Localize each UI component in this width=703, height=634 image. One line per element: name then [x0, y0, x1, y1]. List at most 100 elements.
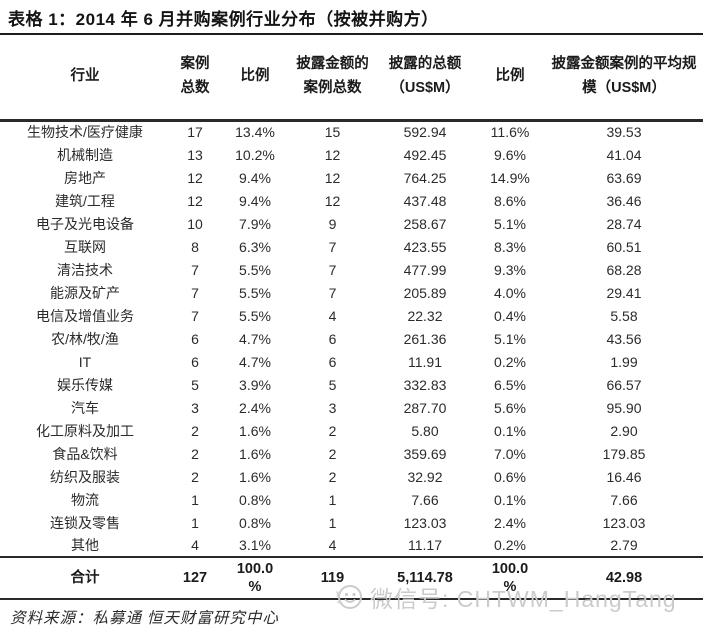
industry-cell: 其他 — [71, 537, 99, 553]
table-body: 生物技术/医疗健康 17 13.4% 15 592.94 11.6% 39.53 机械制造 13… — [0, 120, 703, 557]
table-header: 行业 案例总数 比例 披露金额的案例总数 披露的总额（US$M） 比例 披露金额… — [0, 35, 703, 122]
disclosed-case-count-cell: 5 — [328, 376, 337, 393]
table-footer: 合计 127 100.0 % 119 5,114.78 100.0 % 42.9… — [0, 556, 703, 600]
disclosed-ratio-cell: 7.0% — [494, 445, 526, 462]
case-count-cell: 10 — [187, 215, 203, 232]
industry-cell: 化工原料及加工 — [36, 422, 134, 439]
industry-cell: IT — [78, 353, 92, 370]
ratio-cell: 13.4% — [235, 124, 275, 141]
disclosed-case-count-cell: 6 — [328, 330, 337, 347]
disclosed-case-count-cell: 6 — [328, 353, 337, 370]
disclosed-ratio-cell: 11.6% — [490, 124, 530, 141]
disclosed-total-cell: 32.92 — [407, 468, 443, 485]
disclosed-case-count-cell: 7 — [328, 261, 337, 278]
industry-cell: 娱乐传媒 — [57, 376, 113, 393]
table-row: 化工原料及加工 2 1.6% 2 5.80 0.1% 2.90 — [0, 419, 703, 442]
table-row: 娱乐传媒 5 3.9% 5 332.83 6.5% 66.57 — [0, 373, 703, 396]
header-case-count: 案例总数 — [170, 35, 220, 122]
avg-size-cell: 7.66 — [610, 491, 638, 508]
avg-size-cell: 95.90 — [606, 399, 642, 416]
ratio-cell: 5.5% — [239, 261, 271, 278]
total-disclosed-ratio: 100.0 % — [475, 556, 545, 600]
avg-size-cell: 66.57 — [606, 376, 642, 393]
table-row: 互联网 8 6.3% 7 423.55 8.3% 60.51 — [0, 235, 703, 258]
disclosed-case-count-cell: 4 — [328, 307, 337, 324]
disclosed-total-cell: 287.70 — [403, 399, 447, 416]
disclosed-ratio-cell: 0.1% — [494, 491, 526, 508]
industry-cell: 能源及矿产 — [50, 284, 120, 301]
case-count-cell: 1 — [191, 491, 199, 508]
disclosed-ratio-cell: 5.1% — [494, 330, 526, 347]
ratio-cell: 9.4% — [239, 192, 271, 209]
table-row: 纺织及服装 2 1.6% 2 32.92 0.6% 16.46 — [0, 465, 703, 488]
avg-size-cell: 1.99 — [610, 353, 638, 370]
avg-size-cell: 63.69 — [606, 169, 642, 186]
industry-cell: 建筑/工程 — [55, 192, 115, 209]
disclosed-total-cell: 22.32 — [407, 307, 443, 324]
disclosed-ratio-cell: 2.4% — [494, 514, 526, 531]
case-count-cell: 6 — [191, 330, 199, 347]
disclosed-total-cell: 332.83 — [403, 376, 447, 393]
disclosed-ratio-cell: 6.5% — [494, 376, 526, 393]
disclosed-total-cell: 5.80 — [411, 422, 439, 439]
disclosed-total-cell: 592.94 — [403, 124, 447, 141]
header-ratio: 比例 — [220, 35, 290, 122]
disclosed-case-count-cell: 2 — [328, 468, 337, 485]
industry-cell: 生物技术/医疗健康 — [27, 124, 143, 141]
industry-cell: 电信及增值业务 — [36, 307, 134, 324]
disclosed-ratio-cell: 4.0% — [494, 284, 526, 301]
ratio-cell: 3.1% — [239, 537, 271, 553]
disclosed-ratio-cell: 8.6% — [494, 192, 526, 209]
total-avg-size: 42.98 — [545, 556, 703, 600]
ratio-cell: 6.3% — [239, 238, 271, 255]
ratio-cell: 0.8% — [239, 491, 271, 508]
disclosed-ratio-cell: 9.3% — [494, 261, 526, 278]
industry-cell: 汽车 — [71, 399, 99, 416]
ratio-cell: 7.9% — [239, 215, 271, 232]
total-disclosed-case-count: 119 — [290, 556, 375, 600]
disclosed-total-cell: 492.45 — [403, 146, 447, 163]
disclosed-ratio-cell: 0.6% — [494, 468, 526, 485]
table-row: 房地产 12 9.4% 12 764.25 14.9% 63.69 — [0, 166, 703, 189]
disclosed-case-count-cell: 12 — [324, 169, 341, 186]
case-count-cell: 2 — [191, 422, 199, 439]
table-row: 连锁及零售 1 0.8% 1 123.03 2.4% 123.03 — [0, 511, 703, 534]
table-row: 电子及光电设备 10 7.9% 9 258.67 5.1% 28.74 — [0, 212, 703, 235]
case-count-cell: 2 — [191, 468, 199, 485]
disclosed-total-cell: 7.66 — [411, 491, 439, 508]
avg-size-cell: 179.85 — [602, 445, 646, 462]
industry-cell: 清洁技术 — [57, 261, 113, 278]
disclosed-case-count-cell: 4 — [328, 537, 337, 553]
disclosed-case-count-cell: 15 — [324, 124, 341, 141]
disclosed-ratio-cell: 14.9% — [490, 169, 530, 186]
industry-cell: 农/林/牧/渔 — [51, 330, 119, 347]
case-count-cell: 2 — [191, 445, 199, 462]
ratio-cell: 1.6% — [239, 422, 271, 439]
avg-size-cell: 16.46 — [606, 468, 642, 485]
source-note: 资料来源：私募通 恒天财富研究中心 — [10, 610, 279, 627]
case-count-cell: 7 — [191, 261, 199, 278]
ratio-cell: 1.6% — [239, 445, 271, 462]
industry-cell: 物流 — [71, 491, 99, 508]
disclosed-case-count-cell: 1 — [328, 514, 337, 531]
ratio-cell: 1.6% — [239, 468, 271, 485]
industry-cell: 房地产 — [64, 169, 106, 186]
disclosed-case-count-cell: 9 — [328, 215, 337, 232]
table-row: 清洁技术 7 5.5% 7 477.99 9.3% 68.28 — [0, 258, 703, 281]
disclosed-total-cell: 764.25 — [403, 169, 447, 186]
disclosed-case-count-cell: 2 — [328, 422, 337, 439]
disclosed-ratio-cell: 0.4% — [494, 307, 526, 324]
header-disclosed-total: 披露的总额（US$M） — [375, 35, 475, 122]
industry-cell: 连锁及零售 — [50, 514, 120, 531]
avg-size-cell: 39.53 — [606, 124, 642, 141]
disclosed-case-count-cell: 7 — [328, 284, 337, 301]
total-label: 合计 — [0, 556, 170, 600]
ratio-cell: 5.5% — [239, 284, 271, 301]
disclosed-total-cell: 437.48 — [403, 192, 447, 209]
avg-size-cell: 60.51 — [606, 238, 642, 255]
avg-size-cell: 41.04 — [606, 146, 642, 163]
header-disclosed-case-count: 披露金额的案例总数 — [290, 35, 375, 122]
ratio-cell: 2.4% — [239, 399, 271, 416]
case-count-cell: 8 — [191, 238, 199, 255]
